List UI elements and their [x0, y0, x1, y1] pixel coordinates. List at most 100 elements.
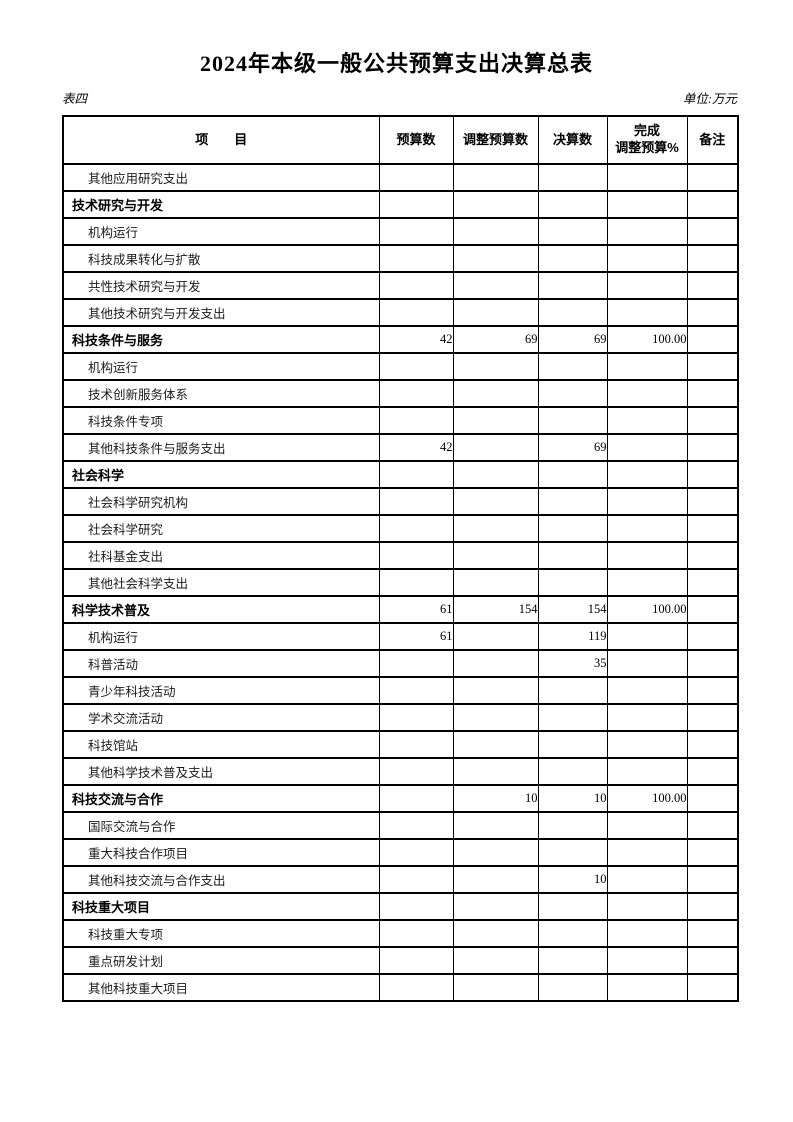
budget-cell	[378, 487, 454, 516]
completion-pct-cell	[606, 649, 688, 678]
budget-cell: 42	[378, 433, 454, 462]
note-cell	[686, 325, 739, 354]
final-accounts-cell	[537, 757, 608, 786]
completion-pct-cell: 100.00	[606, 595, 688, 624]
table-row: 机构运行	[62, 352, 739, 381]
adjusted-budget-cell	[452, 271, 539, 300]
col-header-completion-pct: 完成 调整预算%	[606, 115, 688, 165]
adjusted-budget-cell: 10	[452, 784, 539, 813]
adjusted-budget-cell	[452, 487, 539, 516]
completion-pct-cell	[606, 352, 688, 381]
final-accounts-cell	[537, 973, 608, 1002]
item-label-cell: 其他应用研究支出	[62, 163, 380, 192]
budget-cell: 61	[378, 595, 454, 624]
item-label-cell: 科学技术普及	[62, 595, 380, 624]
unit-label: 单位:万元	[682, 92, 737, 106]
table-row: 社会科学研究机构	[62, 487, 739, 516]
col-header-final-accounts: 决算数	[537, 115, 608, 165]
item-label-cell: 科技条件专项	[62, 406, 380, 435]
item-label-cell: 国际交流与合作	[62, 811, 380, 840]
table-row: 其他科学技术普及支出	[62, 757, 739, 786]
note-cell	[686, 379, 739, 408]
completion-pct-cell	[606, 379, 688, 408]
table-row: 其他科技重大项目	[62, 973, 739, 1002]
note-cell	[686, 784, 739, 813]
final-accounts-cell	[537, 217, 608, 246]
adjusted-budget-cell	[452, 514, 539, 543]
budget-cell	[378, 838, 454, 867]
budget-cell	[378, 460, 454, 489]
final-accounts-cell: 69	[537, 433, 608, 462]
completion-pct-cell	[606, 406, 688, 435]
budget-cell: 42	[378, 325, 454, 354]
table-row: 青少年科技活动	[62, 676, 739, 705]
item-label-cell: 社会科学研究机构	[62, 487, 380, 516]
table-row: 社会科学	[62, 460, 739, 489]
completion-pct-cell	[606, 514, 688, 543]
note-cell	[686, 298, 739, 327]
item-label-cell: 社会科学研究	[62, 514, 380, 543]
item-label-cell: 社科基金支出	[62, 541, 380, 570]
completion-pct-cell	[606, 244, 688, 273]
adjusted-budget-cell	[452, 919, 539, 948]
note-cell	[686, 190, 739, 219]
table-row: 科技条件专项	[62, 406, 739, 435]
note-cell	[686, 919, 739, 948]
adjusted-budget-cell	[452, 622, 539, 651]
note-cell	[686, 730, 739, 759]
item-label-cell: 其他科技交流与合作支出	[62, 865, 380, 894]
adjusted-budget-cell	[452, 379, 539, 408]
adjusted-budget-cell	[452, 865, 539, 894]
item-label-cell: 其他科技条件与服务支出	[62, 433, 380, 462]
final-accounts-cell	[537, 838, 608, 867]
budget-cell	[378, 676, 454, 705]
completion-pct-cell	[606, 541, 688, 570]
adjusted-budget-cell: 69	[452, 325, 539, 354]
budget-cell	[378, 865, 454, 894]
note-cell	[686, 433, 739, 462]
table-row: 科技成果转化与扩散	[62, 244, 739, 273]
note-cell	[686, 541, 739, 570]
item-label-cell: 社会科学	[62, 460, 380, 489]
budget-cell	[378, 973, 454, 1002]
final-accounts-cell	[537, 892, 608, 921]
budget-cell	[378, 217, 454, 246]
budget-cell	[378, 649, 454, 678]
adjusted-budget-cell	[452, 703, 539, 732]
table-row: 科技重大专项	[62, 919, 739, 948]
final-accounts-cell	[537, 919, 608, 948]
table-row: 技术研究与开发	[62, 190, 739, 219]
item-label-cell: 重点研发计划	[62, 946, 380, 975]
note-cell	[686, 244, 739, 273]
budget-cell	[378, 568, 454, 597]
note-cell	[686, 973, 739, 1002]
table-row: 其他技术研究与开发支出	[62, 298, 739, 327]
final-accounts-cell	[537, 730, 608, 759]
item-label-cell: 机构运行	[62, 352, 380, 381]
table-row: 社会科学研究	[62, 514, 739, 543]
note-cell	[686, 811, 739, 840]
adjusted-budget-cell	[452, 649, 539, 678]
item-label-cell: 其他社会科学支出	[62, 568, 380, 597]
budget-cell	[378, 541, 454, 570]
final-accounts-cell	[537, 352, 608, 381]
budget-cell	[378, 352, 454, 381]
completion-pct-cell	[606, 703, 688, 732]
completion-pct-cell: 100.00	[606, 325, 688, 354]
completion-pct-cell	[606, 163, 688, 192]
item-label-cell: 科技重大项目	[62, 892, 380, 921]
note-cell	[686, 595, 739, 624]
table-row: 其他社会科学支出	[62, 568, 739, 597]
table-row: 科学技术普及 61 154 154 100.00	[62, 595, 739, 624]
adjusted-budget-cell	[452, 163, 539, 192]
budget-cell	[378, 757, 454, 786]
completion-pct-cell	[606, 190, 688, 219]
item-label-cell: 其他科学技术普及支出	[62, 757, 380, 786]
budget-table: 项 目 预算数 调整预算数 决算数 完成 调整预算% 备注 其他应用研究支出 技术…	[62, 115, 739, 1002]
adjusted-budget-cell	[452, 730, 539, 759]
adjusted-budget-cell	[452, 406, 539, 435]
item-label-cell: 其他科技重大项目	[62, 973, 380, 1002]
budget-cell	[378, 163, 454, 192]
table-row: 技术创新服务体系	[62, 379, 739, 408]
